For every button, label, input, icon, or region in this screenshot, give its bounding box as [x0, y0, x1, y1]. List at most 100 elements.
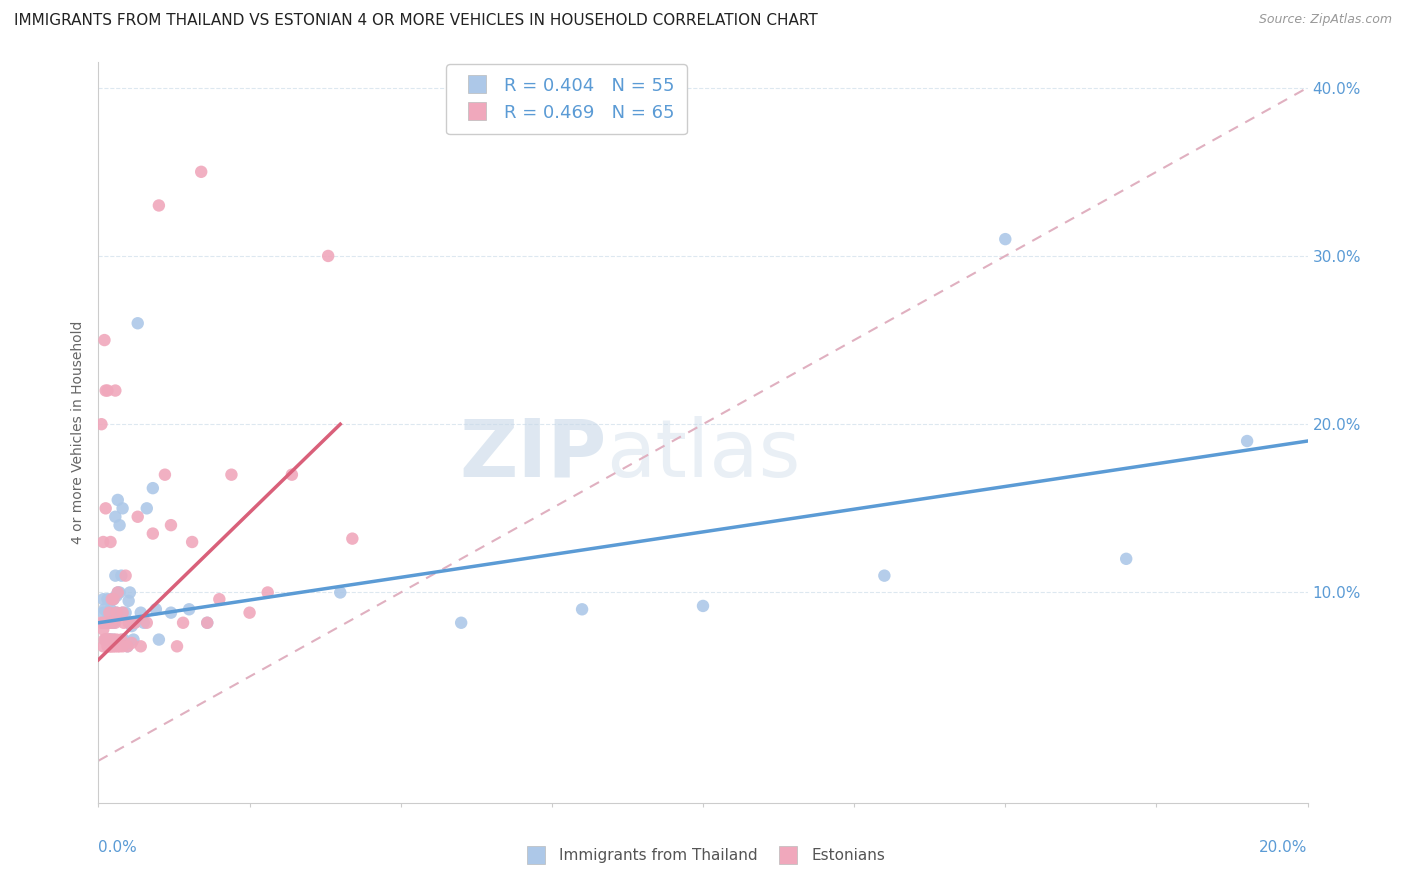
Point [111, 606, 134, 620]
Point [316, 249, 339, 263]
Point [98, 632, 121, 647]
Point [112, 615, 135, 630]
Point [160, 606, 183, 620]
Point [93, 333, 115, 347]
Point [118, 585, 141, 599]
Point [127, 316, 149, 330]
Point [100, 615, 122, 630]
Point [114, 606, 136, 620]
Point [132, 615, 155, 630]
Text: ZIP: ZIP [458, 416, 606, 494]
Point [110, 568, 132, 582]
Point [94, 615, 117, 630]
Point [110, 632, 132, 647]
Point [96, 632, 118, 647]
Point [98, 632, 121, 647]
Point [104, 615, 127, 630]
Point [121, 619, 143, 633]
Point [93, 602, 115, 616]
Text: Source: ZipAtlas.com: Source: ZipAtlas.com [1258, 13, 1392, 27]
Point [103, 592, 125, 607]
Point [281, 467, 304, 482]
Point [160, 518, 183, 533]
Point [100, 602, 122, 616]
Point [105, 606, 128, 620]
Point [94, 632, 117, 647]
Point [118, 615, 141, 630]
Point [329, 585, 352, 599]
Point [91, 606, 114, 620]
Point [104, 568, 127, 582]
Point [100, 640, 122, 654]
Point [103, 615, 125, 630]
Point [122, 632, 145, 647]
Point [105, 632, 128, 647]
Point [172, 615, 194, 630]
Text: atlas: atlas [606, 416, 800, 494]
Point [91, 592, 114, 607]
Point [98, 606, 121, 620]
Legend: Immigrants from Thailand, Estonians: Immigrants from Thailand, Estonians [515, 842, 891, 869]
Point [129, 606, 152, 620]
Point [91, 640, 114, 654]
Point [100, 632, 122, 647]
Point [1115, 551, 1137, 566]
Point [148, 198, 170, 212]
Point [117, 640, 139, 654]
Point [96, 606, 118, 620]
Point [121, 636, 143, 650]
Point [100, 632, 122, 647]
Point [221, 467, 243, 482]
Point [93, 615, 115, 630]
Point [135, 615, 157, 630]
Point [256, 585, 278, 599]
Point [98, 640, 121, 654]
Point [96, 615, 118, 630]
Point [105, 606, 128, 620]
Point [994, 232, 1017, 246]
Point [181, 535, 204, 549]
Point [98, 615, 121, 630]
Point [342, 532, 364, 546]
Point [108, 585, 131, 599]
Point [96, 384, 118, 398]
Point [190, 165, 212, 179]
Y-axis label: 4 or more Vehicles in Household: 4 or more Vehicles in Household [72, 321, 86, 544]
Point [135, 501, 157, 516]
Point [91, 615, 114, 630]
Point [124, 615, 146, 630]
Point [104, 640, 127, 654]
Point [107, 585, 129, 599]
Point [195, 615, 218, 630]
Point [111, 501, 134, 516]
Point [124, 615, 146, 630]
Point [100, 592, 122, 607]
Point [114, 568, 136, 582]
Point [100, 606, 122, 620]
Point [117, 640, 139, 654]
Point [208, 592, 231, 607]
Text: 0.0%: 0.0% [98, 840, 138, 855]
Point [90, 417, 112, 432]
Point [142, 481, 165, 495]
Point [94, 615, 117, 630]
Point [103, 640, 125, 654]
Point [145, 602, 167, 616]
Point [107, 585, 129, 599]
Point [103, 632, 125, 647]
Point [1236, 434, 1258, 448]
Point [98, 615, 121, 630]
Point [129, 640, 152, 654]
Point [93, 632, 115, 647]
Point [111, 606, 134, 620]
Point [107, 640, 129, 654]
Point [111, 640, 134, 654]
Point [112, 632, 135, 647]
Point [104, 509, 127, 524]
Point [195, 615, 218, 630]
Point [91, 623, 114, 637]
Point [142, 526, 165, 541]
Point [96, 640, 118, 654]
Point [107, 492, 129, 507]
Point [96, 592, 118, 607]
